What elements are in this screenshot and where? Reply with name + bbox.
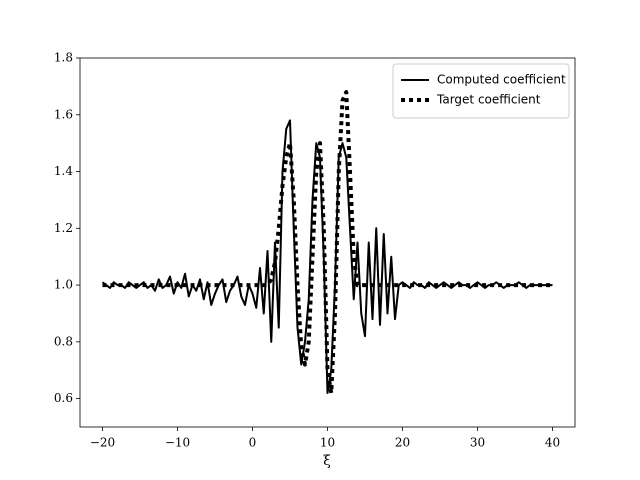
x-tick-label: 10: [320, 436, 335, 450]
x-tick-label: −20: [90, 436, 115, 450]
y-tick-label: 0.8: [54, 334, 73, 348]
legend-box: [392, 63, 570, 119]
plot-frame: [79, 57, 576, 428]
y-tick-label: 1.8: [54, 51, 73, 65]
legend-label: Computed coefficient: [437, 73, 566, 87]
x-axis-label: ξ: [323, 453, 331, 469]
x-tick-label: 40: [545, 436, 560, 450]
x-tick-label: 30: [470, 436, 485, 450]
y-tick-label: 1.4: [54, 164, 73, 178]
x-tick-label: 0: [249, 436, 257, 450]
y-tick-label: 0.6: [54, 391, 73, 405]
x-tick-label: 20: [395, 436, 410, 450]
series-line: [102, 90, 553, 395]
legend-label: Target coefficient: [436, 93, 541, 107]
y-tick-label: 1.2: [54, 221, 73, 235]
y-tick-label: 1.0: [54, 278, 73, 292]
x-tick-label: −10: [165, 436, 190, 450]
y-tick-label: 1.6: [54, 107, 73, 121]
series-line: [101, 119, 553, 394]
